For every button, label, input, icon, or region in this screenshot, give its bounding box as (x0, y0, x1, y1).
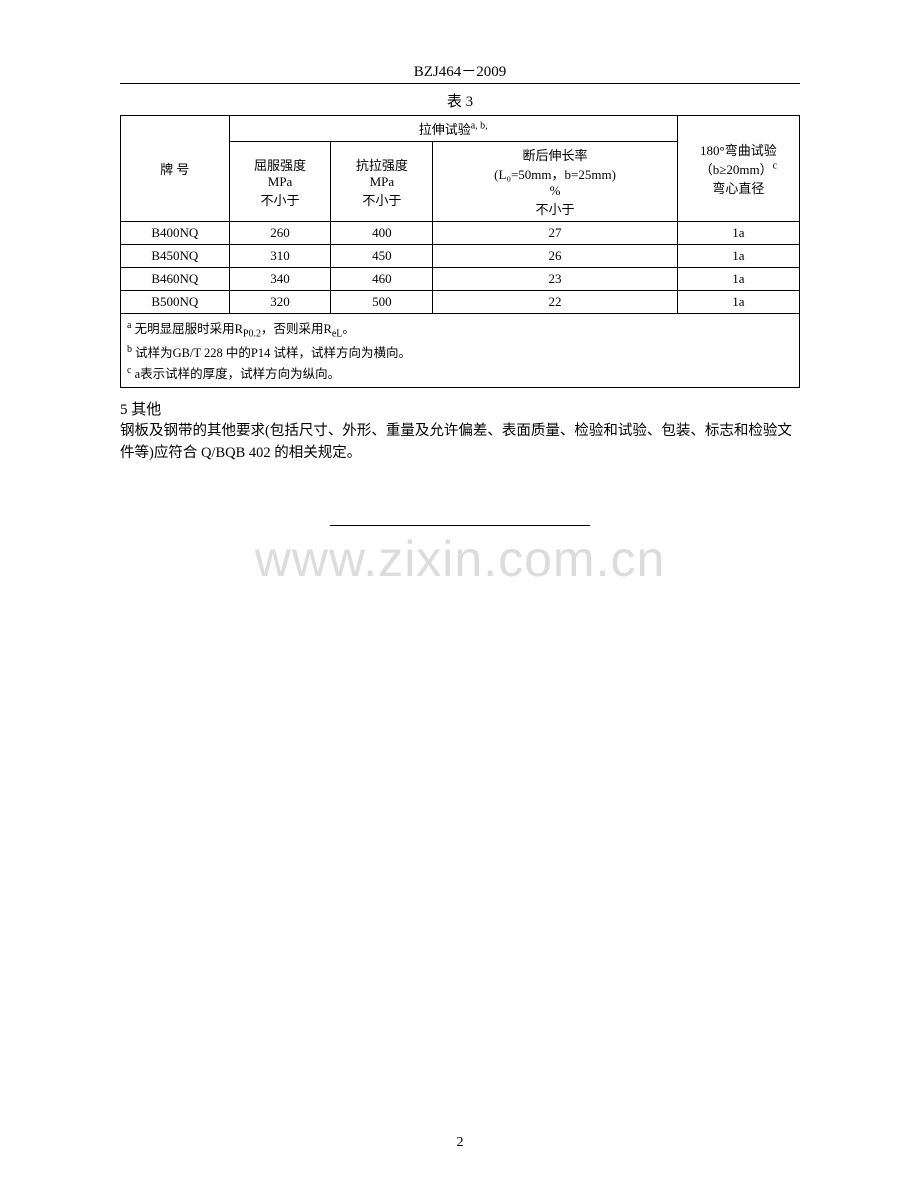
tensile-l1: 抗拉强度 (356, 158, 408, 173)
cell-grade: B500NQ (121, 291, 230, 314)
cell-bend: 1a (677, 291, 799, 314)
footnote-a-sub2: eL (332, 329, 343, 340)
tensile-l3: 不小于 (362, 193, 401, 208)
footnotes-cell: a 无明显屈服时采用RP0.2，否则采用ReL。 b 试样为GB/T 228 中… (121, 314, 800, 388)
elong-l1: 断后伸长率 (523, 148, 588, 163)
col-tensile-header: 抗拉强度 MPa 不小于 (331, 142, 433, 222)
bend-l1: 180°弯曲试验 (700, 143, 777, 158)
table-row: B450NQ 310 450 26 1a (121, 245, 800, 268)
cell-elong: 26 (433, 245, 677, 268)
tensile-group-header: 拉伸试验a, b, (229, 116, 677, 142)
footnote-c: c a表示试样的厚度，试样方向为纵向。 (127, 363, 793, 384)
elong-l4: 不小于 (536, 202, 575, 217)
cell-elong: 27 (433, 222, 677, 245)
tensile-group-sup: a, b, (471, 121, 488, 132)
table-header-row-1: 牌 号 拉伸试验a, b, 180°弯曲试验 （b≥20mm）c 弯心直径 (121, 116, 800, 142)
footnote-b-text: 试样为GB/T 228 中的P14 试样，试样方向为横向。 (132, 346, 411, 360)
table-footnotes-row: a 无明显屈服时采用RP0.2，否则采用ReL。 b 试样为GB/T 228 中… (121, 314, 800, 388)
yield-l1: 屈服强度 (254, 158, 306, 173)
footnote-b: b 试样为GB/T 228 中的P14 试样，试样方向为横向。 (127, 342, 793, 363)
cell-tensile: 460 (331, 268, 433, 291)
page-number: 2 (0, 1135, 920, 1151)
footnote-c-text: a表示试样的厚度，试样方向为纵向。 (131, 367, 340, 381)
cell-grade: B400NQ (121, 222, 230, 245)
table-row: B400NQ 260 400 27 1a (121, 222, 800, 245)
cell-yield: 260 (229, 222, 331, 245)
yield-l3: 不小于 (261, 193, 300, 208)
cell-elong: 22 (433, 291, 677, 314)
cell-grade: B450NQ (121, 245, 230, 268)
cell-yield: 340 (229, 268, 331, 291)
standard-header: BZJ464－2009 (120, 60, 800, 84)
spec-table: 牌 号 拉伸试验a, b, 180°弯曲试验 （b≥20mm）c 弯心直径 屈服… (120, 115, 800, 388)
cell-yield: 320 (229, 291, 331, 314)
end-rule (330, 525, 590, 526)
col-yield-header: 屈服强度 MPa 不小于 (229, 142, 331, 222)
bend-l2-prefix: （b≥20mm） (700, 162, 773, 177)
bend-l3: 弯心直径 (712, 181, 764, 196)
table-row: B460NQ 340 460 23 1a (121, 268, 800, 291)
footnote-a-sub1: P0.2 (243, 329, 261, 340)
elong-l3: % (550, 183, 561, 198)
page-content: BZJ464－2009 表 3 牌 号 拉伸试验a, b, 180°弯曲试验 （… (0, 0, 920, 566)
cell-tensile: 400 (331, 222, 433, 245)
elong-l2: (L₀=50mm，b=25mm) (494, 167, 616, 182)
cell-yield: 310 (229, 245, 331, 268)
cell-bend: 1a (677, 268, 799, 291)
table-caption: 表 3 (120, 90, 800, 111)
footnote-a: a 无明显屈服时采用RP0.2，否则采用ReL。 (127, 318, 793, 342)
table-row: B500NQ 320 500 22 1a (121, 291, 800, 314)
table-header: 牌 号 拉伸试验a, b, 180°弯曲试验 （b≥20mm）c 弯心直径 屈服… (121, 116, 800, 222)
section-5-title: 5 其他 (120, 398, 800, 419)
cell-bend: 1a (677, 222, 799, 245)
cell-elong: 23 (433, 268, 677, 291)
col-bend-header: 180°弯曲试验 （b≥20mm）c 弯心直径 (677, 116, 799, 222)
col-grade-header: 牌 号 (121, 116, 230, 222)
cell-bend: 1a (677, 245, 799, 268)
tensile-group-label: 拉伸试验 (419, 122, 471, 137)
bend-l2-sup: c (773, 161, 777, 172)
section-5-body: 钢板及钢带的其他要求(包括尺寸、外形、重量及允许偏差、表面质量、检验和试验、包装… (120, 421, 800, 465)
yield-l2: MPa (268, 174, 293, 189)
col-elong-header: 断后伸长率 (L₀=50mm，b=25mm) % 不小于 (433, 142, 677, 222)
cell-grade: B460NQ (121, 268, 230, 291)
cell-tensile: 450 (331, 245, 433, 268)
tensile-l2: MPa (370, 174, 395, 189)
footnote-a-text1: 无明显屈服时采用R (131, 322, 242, 336)
cell-tensile: 500 (331, 291, 433, 314)
table-body: B400NQ 260 400 27 1a B450NQ 310 450 26 1… (121, 222, 800, 388)
footnote-a-text3: 。 (342, 322, 355, 336)
footnote-a-text2: ，否则采用R (261, 322, 332, 336)
